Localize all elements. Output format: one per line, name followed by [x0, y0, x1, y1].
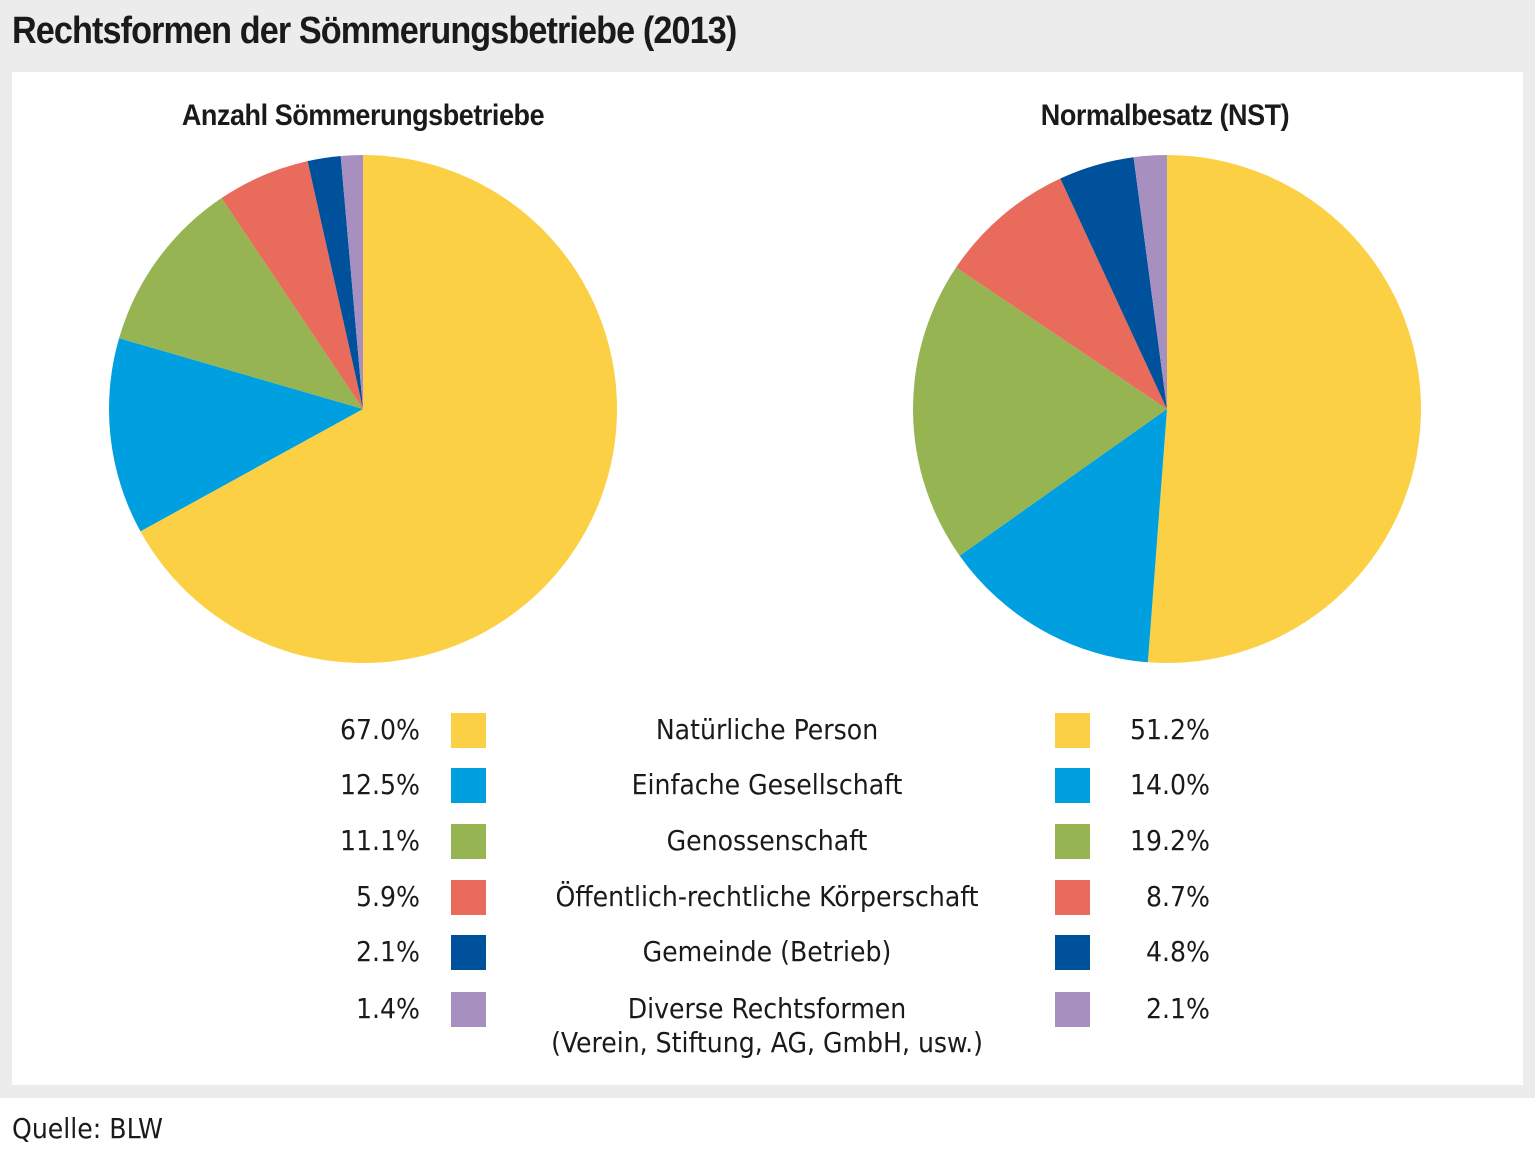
pie-slice-nst-genossenschaft	[913, 267, 1167, 556]
pie-title-betriebe: Anzahl Sömmerungsbetriebe	[181, 99, 545, 132]
pie-slice-nst-gemeinde	[1060, 157, 1167, 409]
pie-slice-nst-diverse	[1133, 155, 1167, 409]
pie-slice-betriebe-koerperschaft	[221, 161, 363, 409]
pie-slice-nst-koerperschaft	[956, 178, 1167, 409]
pie-slice-betriebe-genossenschaft	[119, 198, 363, 409]
pie-slice-nst-einfache-gesellschaft	[959, 409, 1167, 663]
pie-charts	[109, 155, 1421, 663]
pie-slice-nst-natuerliche-person	[1147, 155, 1421, 663]
source-note: Quelle: BLW	[12, 1112, 163, 1145]
pie-normalbesatz	[913, 155, 1421, 663]
pie-slice-betriebe-gemeinde	[307, 155, 363, 409]
pie-slice-betriebe-diverse	[340, 155, 363, 409]
chart-title: Rechtsformen der Sömmerungsbetriebe (201…	[12, 10, 737, 52]
pie-betriebe	[109, 155, 617, 663]
pie-slice-betriebe-natuerliche-person	[140, 155, 617, 663]
pie-slice-betriebe-einfache-gesellschaft	[109, 338, 363, 532]
pie-title-nst: Normalbesatz (NST)	[1040, 99, 1290, 132]
